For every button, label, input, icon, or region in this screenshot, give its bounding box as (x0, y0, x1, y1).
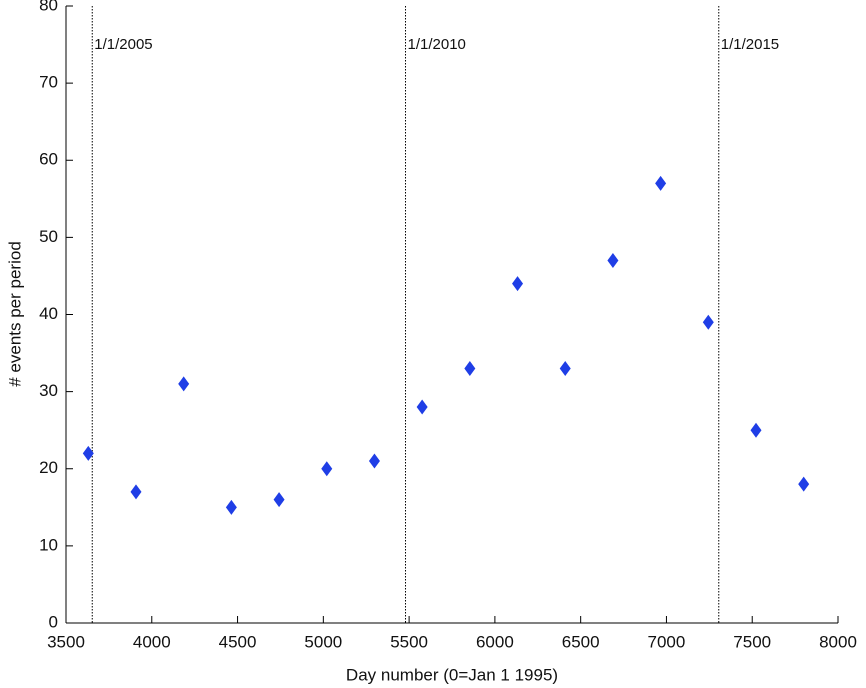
x-axis-label: Day number (0=Jan 1 1995) (346, 665, 558, 684)
x-tick-label: 4000 (133, 632, 171, 651)
y-tick-label: 10 (39, 535, 58, 554)
annotation: 1/1/2015 (721, 36, 779, 53)
point (368, 453, 380, 469)
y-tick-label: 80 (39, 0, 58, 14)
point (798, 476, 810, 492)
point (416, 399, 428, 415)
x-tick-label: 7500 (733, 632, 771, 651)
point (130, 484, 142, 500)
y-tick-label: 30 (39, 381, 58, 400)
y-tick-label: 40 (39, 304, 58, 323)
point (702, 314, 714, 330)
point (655, 175, 667, 191)
point (607, 253, 619, 269)
point (82, 445, 94, 461)
point (750, 422, 762, 438)
annotation: 1/1/2005 (94, 36, 152, 53)
point (464, 360, 476, 376)
x-tick-label: 8000 (819, 632, 857, 651)
point (178, 376, 190, 392)
x-tick-label: 6000 (476, 632, 514, 651)
y-axis-label: # events per period (5, 241, 24, 387)
y-tick-label: 60 (39, 150, 58, 169)
point (321, 461, 333, 477)
point (512, 276, 524, 292)
point (559, 360, 571, 376)
y-tick-label: 70 (39, 73, 58, 92)
x-tick-label: 5000 (304, 632, 342, 651)
x-tick-label: 4500 (219, 632, 257, 651)
y-tick-label: 50 (39, 227, 58, 246)
x-tick-label: 7000 (648, 632, 686, 651)
annotation: 1/1/2010 (408, 36, 466, 53)
y-tick-label: 20 (39, 458, 58, 477)
x-tick-label: 6500 (562, 632, 600, 651)
point (273, 492, 285, 508)
x-tick-label: 5500 (390, 632, 428, 651)
point (225, 499, 237, 515)
x-tick-label: 3500 (47, 632, 85, 651)
y-tick-label: 0 (49, 612, 58, 631)
